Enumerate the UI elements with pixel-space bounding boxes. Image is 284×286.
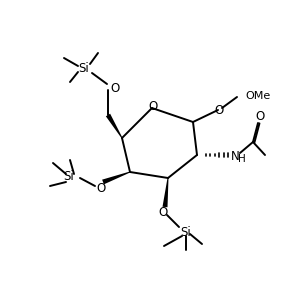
Text: Si: Si bbox=[79, 61, 89, 74]
Text: O: O bbox=[214, 104, 224, 116]
Text: OMe: OMe bbox=[245, 91, 270, 101]
Text: O: O bbox=[148, 100, 158, 114]
Text: O: O bbox=[158, 206, 168, 219]
Polygon shape bbox=[162, 178, 168, 207]
Text: N: N bbox=[231, 150, 239, 162]
Text: O: O bbox=[255, 110, 265, 124]
Polygon shape bbox=[102, 172, 130, 184]
Text: O: O bbox=[110, 82, 120, 96]
Text: O: O bbox=[96, 182, 106, 194]
Text: H: H bbox=[238, 154, 246, 164]
Polygon shape bbox=[106, 114, 122, 138]
Text: Si: Si bbox=[64, 170, 74, 184]
Text: Si: Si bbox=[181, 225, 191, 239]
